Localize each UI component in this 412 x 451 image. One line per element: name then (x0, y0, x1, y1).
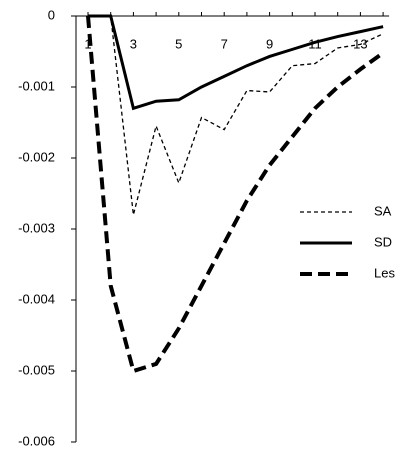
legend-label: Les (374, 265, 395, 280)
y-tick-label: -0.005 (18, 362, 55, 377)
y-tick-label: 0 (48, 7, 55, 22)
legend-label: SA (374, 203, 392, 218)
legend-label: SD (374, 234, 392, 249)
y-tick-label: -0.001 (18, 78, 55, 93)
x-tick-label: 1 (84, 36, 91, 51)
series-line (88, 15, 384, 215)
series-line (86, 15, 385, 374)
x-tick-label: 9 (266, 36, 273, 51)
y-tick-label: -0.004 (18, 291, 55, 306)
x-tick-label: 3 (130, 36, 137, 51)
y-tick-label: -0.002 (18, 149, 55, 164)
y-tick-label: -0.006 (18, 433, 55, 448)
x-tick-label: 7 (221, 36, 228, 51)
y-tick-label: -0.003 (18, 220, 55, 235)
series-line (88, 14, 384, 111)
x-tick-label: 5 (175, 36, 182, 51)
